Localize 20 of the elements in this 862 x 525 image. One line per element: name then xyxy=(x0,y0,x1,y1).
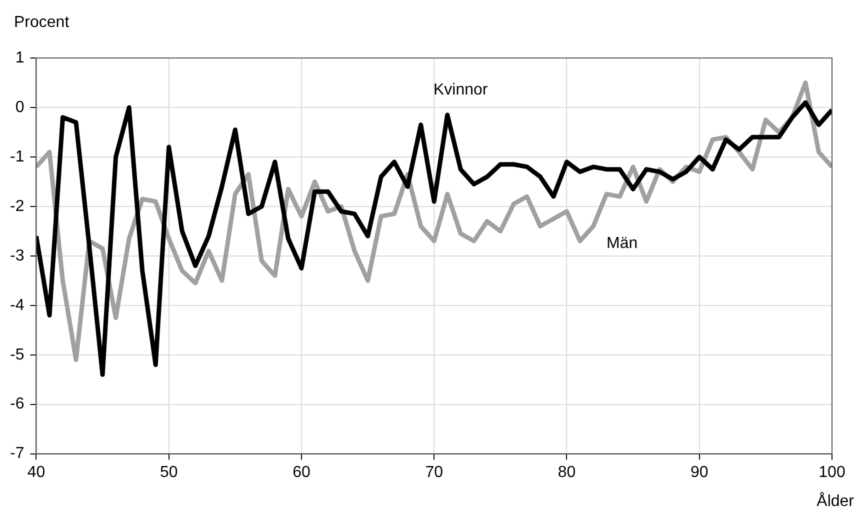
series-label: Kvinnor xyxy=(434,82,488,99)
x-tick-label: 80 xyxy=(558,464,576,481)
y-tick-label: -1 xyxy=(10,148,24,166)
x-tick-label: 90 xyxy=(690,464,708,481)
x-tick-label: 50 xyxy=(160,464,178,481)
y-tick-label: -5 xyxy=(10,346,24,364)
series-label: Män xyxy=(606,234,638,252)
x-tick-label: 100 xyxy=(818,464,846,481)
y-tick-label: -6 xyxy=(10,396,24,413)
y-tick-label: -7 xyxy=(10,445,24,462)
x-axis-title: Ålder xyxy=(816,493,854,511)
y-tick-label: 0 xyxy=(15,98,24,116)
y-tick-label: -4 xyxy=(10,296,24,314)
y-tick-label: 1 xyxy=(15,49,24,66)
y-tick-label: -3 xyxy=(10,247,24,264)
y-tick-label: -2 xyxy=(10,198,24,215)
x-tick-label: 70 xyxy=(425,464,444,481)
y-axis-title: Procent xyxy=(14,14,70,32)
x-tick-label: 60 xyxy=(292,464,310,481)
x-tick-label: 40 xyxy=(27,464,46,481)
